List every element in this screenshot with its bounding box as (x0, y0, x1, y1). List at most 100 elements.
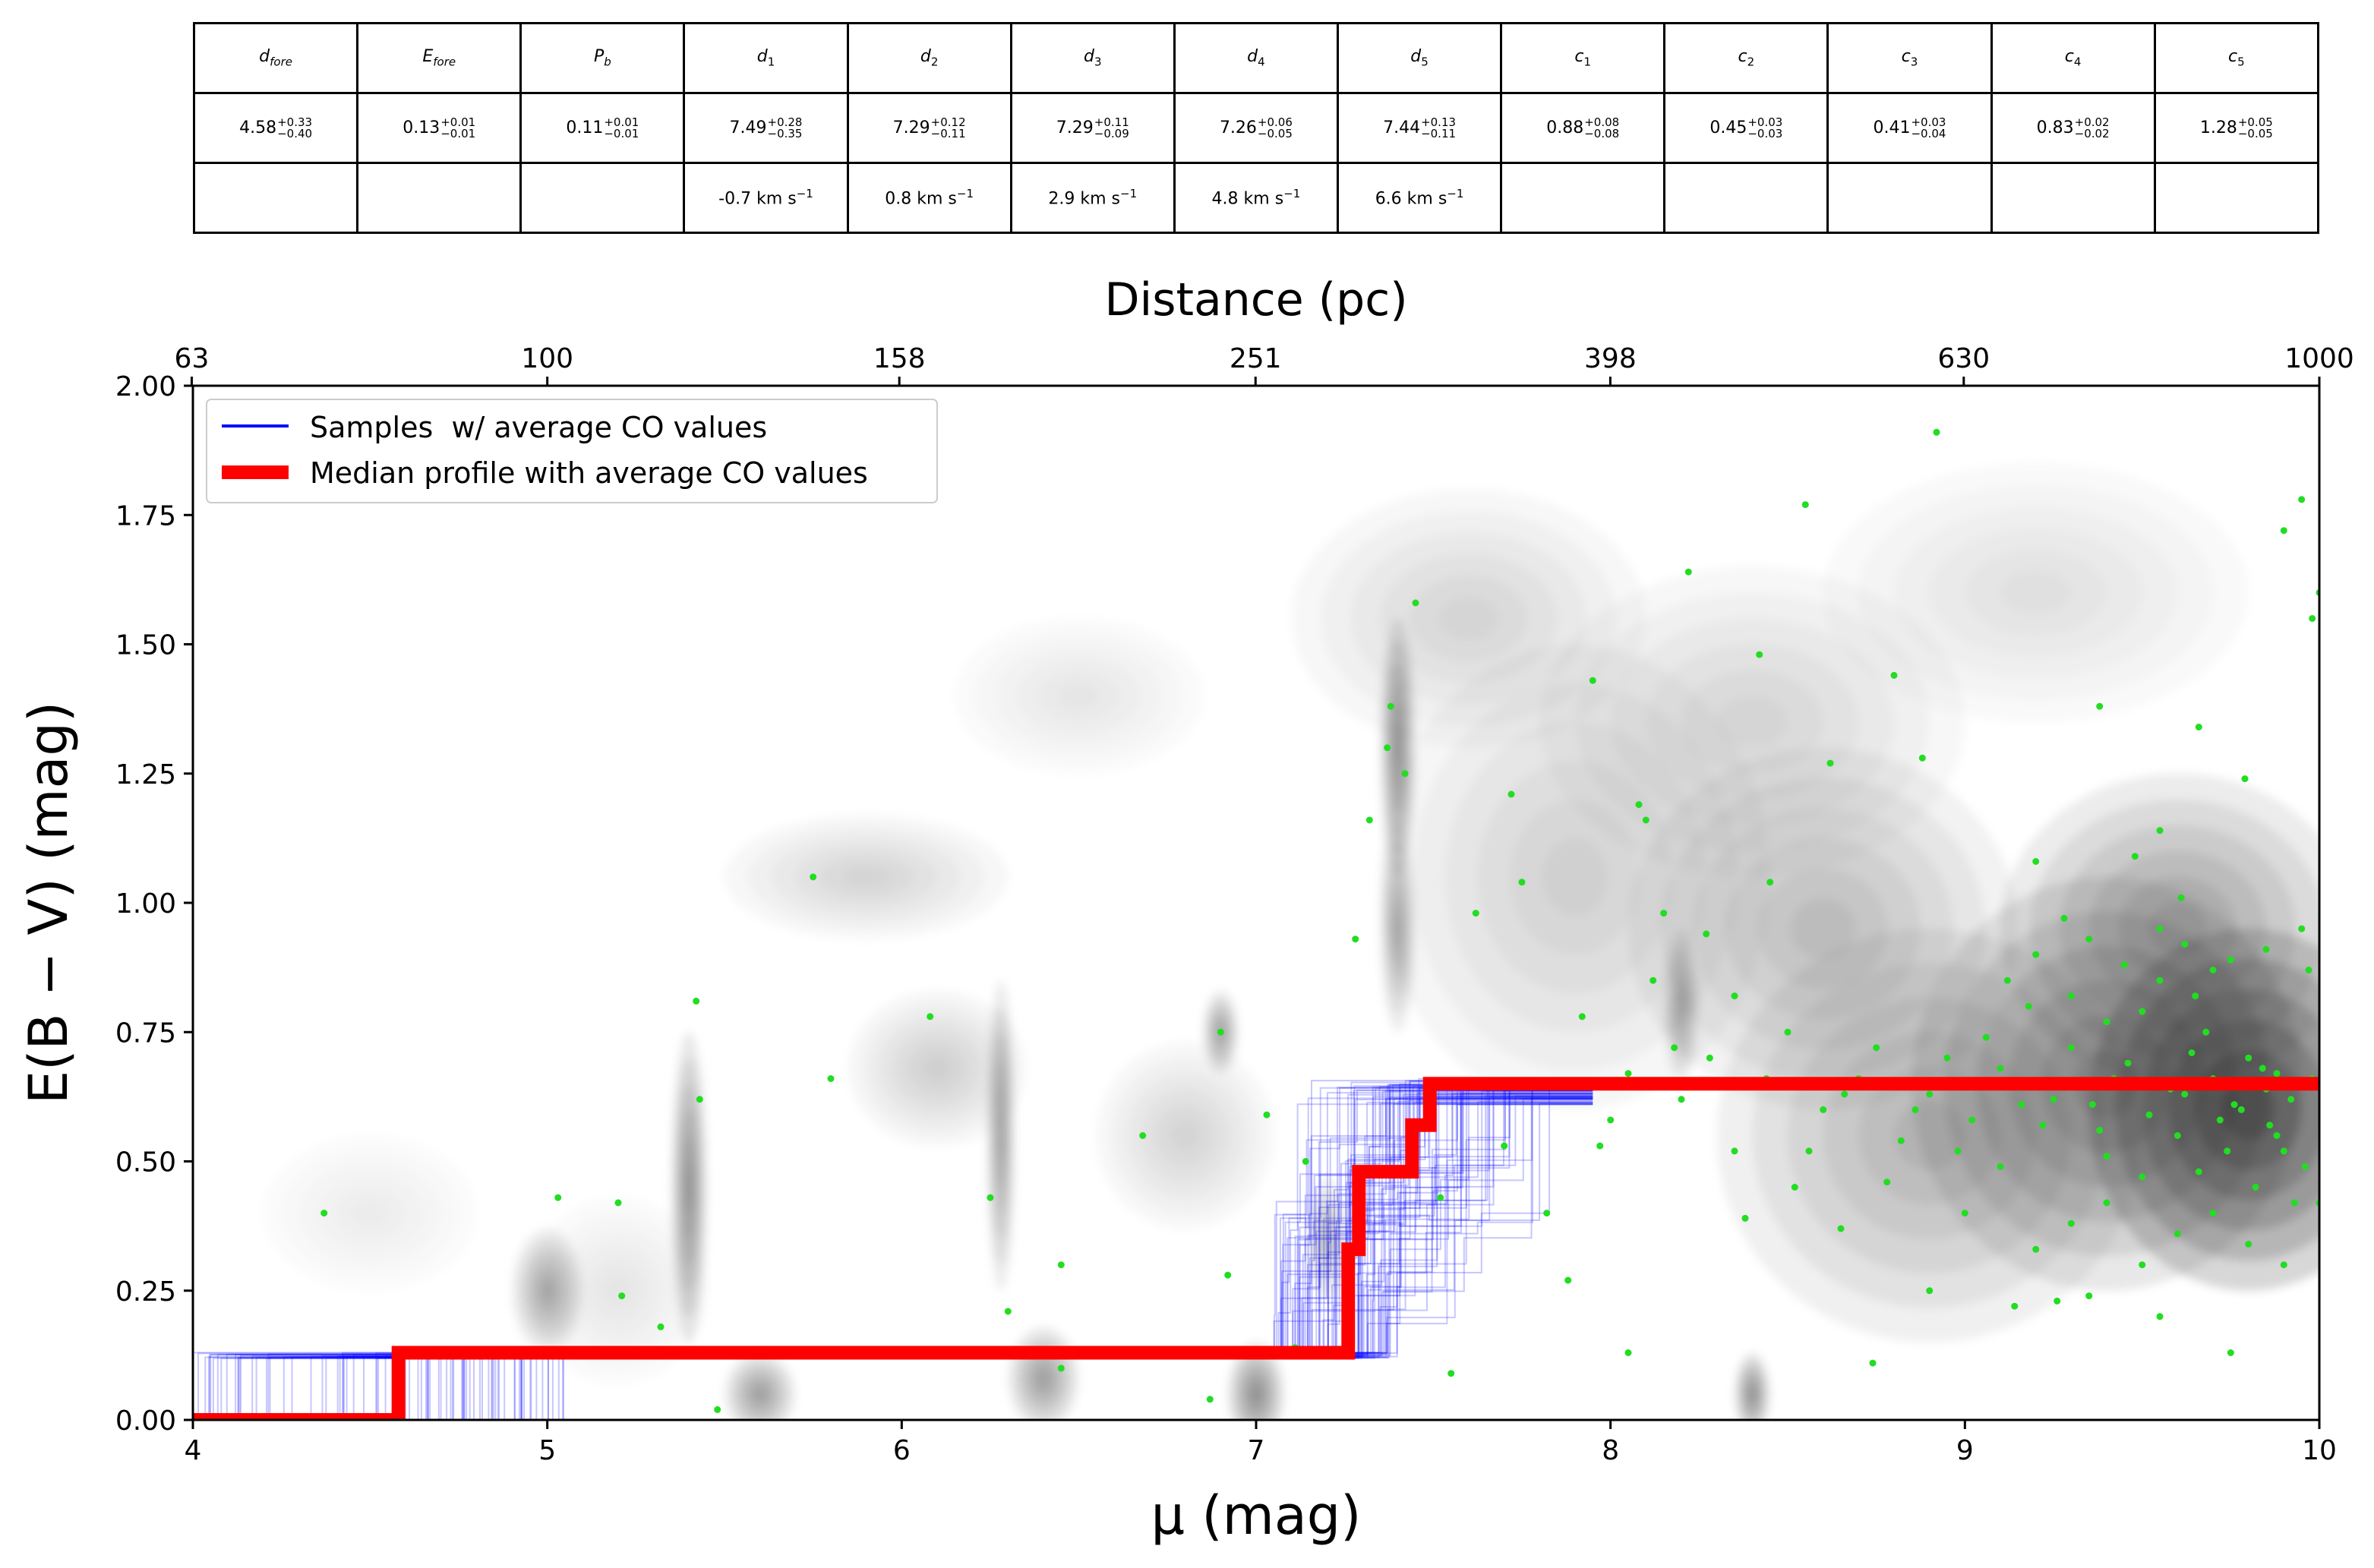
value-upper-error: +0.12 (930, 115, 966, 129)
table-header-cell: d4 (1173, 22, 1339, 94)
star-point (2139, 1261, 2146, 1269)
density-blob (1894, 1101, 1965, 1170)
sample-profile-line (193, 1085, 1593, 1420)
star-point (1642, 816, 1649, 824)
star-point (2050, 1096, 2057, 1103)
star-point (1837, 1225, 1845, 1232)
y-tick-label: 1.25 (115, 759, 176, 790)
star-point (1365, 816, 1373, 824)
table-velocity-cell: 0.8 km s−1 (846, 162, 1012, 234)
star-point (927, 1013, 934, 1021)
table-header-cell: Efore (356, 22, 522, 94)
header-symbol: d (1084, 47, 1094, 67)
density-blob (1678, 993, 1684, 1020)
star-point (1589, 677, 1596, 684)
star-point (2156, 976, 2164, 984)
star-point (2085, 1292, 2093, 1300)
table-velocity-cell: 2.9 km s−1 (1009, 162, 1176, 234)
star-point (2224, 1147, 2231, 1155)
star-point (1897, 1137, 1905, 1144)
header-symbol: c (1901, 47, 1911, 67)
value-upper-error: +0.02 (2074, 115, 2110, 129)
star-point (1706, 1054, 1713, 1062)
star-point (2188, 1049, 2196, 1056)
table-value-cell: 1.28 +0.05 −0.05 (2153, 92, 2320, 164)
sample-profile-line (193, 1084, 1593, 1420)
star-point (2280, 1147, 2287, 1155)
sample-profile-line (193, 1103, 1593, 1420)
star-point (2032, 1245, 2040, 1253)
y-tick-label: 0.25 (115, 1276, 176, 1308)
density-blob (998, 1109, 1004, 1162)
sample-profile-line (193, 1097, 1593, 1420)
header-subscript: b (604, 55, 611, 69)
value-main: 0.13 (403, 118, 440, 137)
star-point (1883, 1178, 1891, 1186)
value-upper-error: +0.33 (277, 115, 313, 129)
star-point (657, 1323, 665, 1330)
star-point (2290, 1199, 2298, 1207)
star-point (1943, 1054, 1951, 1062)
header-symbol: d (756, 47, 768, 67)
star-point (2025, 1002, 2032, 1010)
star-point (1384, 744, 1391, 752)
value-errors: +0.01 −0.01 (604, 116, 639, 140)
header-subscript: fore (270, 55, 292, 69)
value-upper-error: +0.06 (1257, 115, 1293, 129)
sample-profile-line (193, 1097, 1593, 1420)
top-tick-label: 630 (1937, 343, 1990, 374)
table-velocity-cell: 6.6 km s−1 (1336, 162, 1503, 234)
star-point (2227, 1349, 2234, 1356)
x-tick-label: 9 (1956, 1435, 1974, 1466)
top-axis-label: Distance (pc) (1104, 273, 1407, 327)
header-symbol: d (920, 47, 931, 67)
star-point (1869, 1359, 1877, 1367)
legend: Samples w/ average CO values Median prof… (206, 399, 938, 503)
density-blob (1542, 838, 1608, 916)
header-subscript: 2 (930, 55, 939, 69)
parameter-table: dfore Efore Pb d1 d2 d3 d4 d5 c1 c2 c3 c4 c5 4.58 +0.… (192, 22, 2320, 234)
velocity-exponent: −1 (1447, 187, 1464, 201)
value-errors: +0.05 −0.05 (2238, 116, 2273, 140)
velocity-text: 4.8 km s (1211, 189, 1284, 209)
sample-profile-line (193, 1089, 1593, 1420)
star-point (2177, 894, 2185, 901)
star-point (1206, 1396, 1214, 1403)
star-point (1731, 992, 1738, 1000)
star-point (2039, 1122, 2047, 1129)
value-upper-error: +0.08 (1584, 115, 1620, 129)
table-velocity-cell (2153, 162, 2320, 234)
star-point (1607, 1116, 1615, 1124)
star-point (2237, 1106, 2245, 1113)
header-symbol: c (1738, 47, 1747, 67)
star-point (1820, 1106, 1827, 1113)
star-point (2298, 496, 2306, 503)
star-point (1564, 1276, 1572, 1284)
star-point (2245, 1054, 2252, 1062)
star-point (1961, 1210, 1968, 1217)
sample-profile-line (193, 1103, 1593, 1420)
y-tick-label: 1.75 (115, 500, 176, 532)
value-main: 7.29 (892, 118, 930, 137)
sample-profile-line (193, 1095, 1593, 1420)
sample-profile-line (193, 1093, 1593, 1420)
star-point (1826, 759, 1834, 767)
star-point (2298, 925, 2306, 932)
star-point (2060, 914, 2068, 922)
sample-profile-line (193, 1081, 1593, 1420)
star-point (1649, 976, 1657, 984)
star-point (2067, 1044, 2075, 1052)
legend-label-median: Median profile with average CO values (310, 456, 868, 490)
header-symbol: c (2228, 47, 2238, 67)
star-point (1933, 428, 1940, 436)
star-point (2145, 1111, 2153, 1118)
star-point (2252, 1184, 2259, 1191)
table-velocity-cell: -0.7 km s−1 (683, 162, 849, 234)
star-point (2174, 1230, 2181, 1238)
star-point (554, 1194, 562, 1201)
sample-profile-line (193, 1088, 1593, 1420)
star-point (2156, 1313, 2164, 1320)
star-point (1004, 1308, 1012, 1315)
sample-profile-line (193, 1085, 1593, 1420)
sample-profile-line (193, 1103, 1593, 1420)
